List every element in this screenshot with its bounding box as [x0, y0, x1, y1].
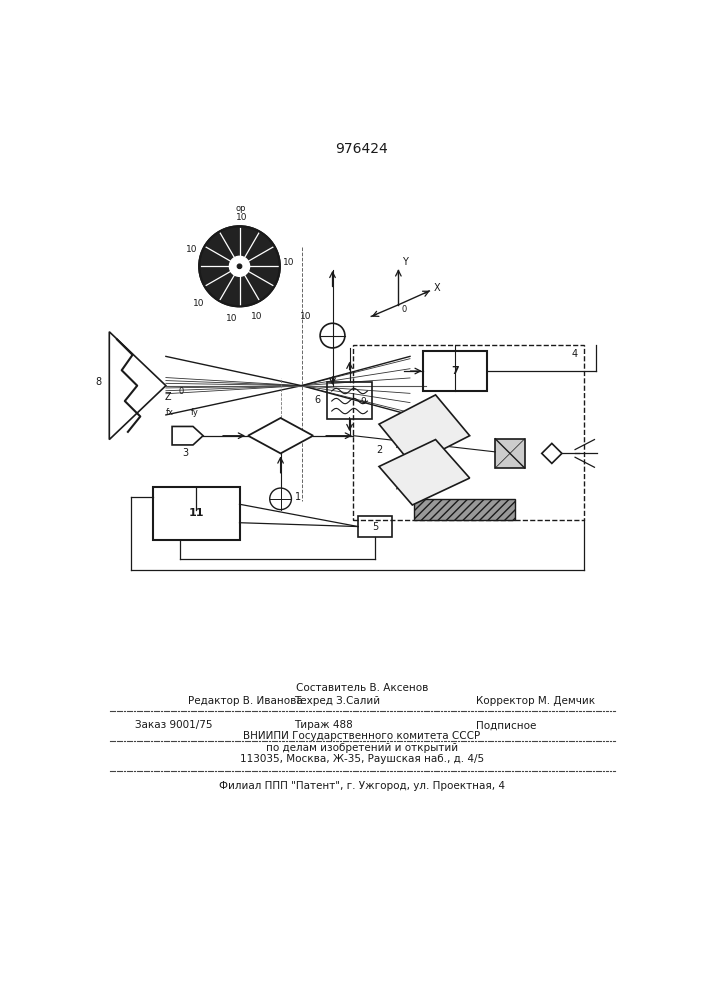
- Circle shape: [237, 264, 242, 269]
- Text: 10: 10: [236, 213, 247, 222]
- Text: 976424: 976424: [336, 142, 388, 156]
- Text: Подписное: Подписное: [476, 720, 536, 730]
- Text: Редактор В. Иванова: Редактор В. Иванова: [187, 696, 303, 706]
- Text: 8: 8: [95, 377, 102, 387]
- Circle shape: [199, 226, 280, 306]
- Bar: [414, 499, 515, 520]
- Bar: [358, 516, 392, 537]
- Text: 10: 10: [283, 258, 294, 267]
- Text: Y: Y: [402, 257, 407, 267]
- Text: по делам изобретений и открытий: по делам изобретений и открытий: [266, 743, 458, 753]
- Text: Заказ 9001/75: Заказ 9001/75: [135, 720, 212, 730]
- Text: 7: 7: [451, 366, 459, 376]
- Text: Z: Z: [165, 392, 172, 402]
- Text: Корректор М. Демчик: Корректор М. Демчик: [476, 696, 595, 706]
- Text: 10: 10: [194, 299, 205, 308]
- Text: 10: 10: [251, 312, 262, 321]
- Polygon shape: [172, 426, 203, 445]
- Text: 9: 9: [361, 397, 366, 406]
- Text: Филиал ППП "Патент", г. Ужгород, ул. Проектная, 4: Филиал ППП "Патент", г. Ужгород, ул. Про…: [219, 781, 505, 791]
- Bar: [354, 345, 585, 520]
- Polygon shape: [379, 440, 469, 505]
- Bar: [495, 439, 525, 468]
- Text: 4: 4: [572, 349, 578, 359]
- Bar: [153, 487, 240, 540]
- Polygon shape: [379, 395, 469, 465]
- Text: ор: ор: [236, 204, 246, 213]
- Text: 1: 1: [295, 492, 300, 502]
- Text: 11: 11: [188, 508, 204, 518]
- Text: X: X: [434, 283, 440, 293]
- Text: fx: fx: [165, 408, 174, 417]
- Text: 10: 10: [226, 314, 238, 323]
- Polygon shape: [542, 443, 562, 463]
- Polygon shape: [248, 418, 313, 453]
- Text: 5: 5: [372, 522, 378, 532]
- Text: 113035, Москва, Ж-35, Раушская наб., д. 4/5: 113035, Москва, Ж-35, Раушская наб., д. …: [240, 754, 484, 764]
- Text: 10: 10: [186, 245, 197, 254]
- Text: fy: fy: [191, 408, 199, 417]
- Text: ВНИИПИ Государственного комитета СССР: ВНИИПИ Государственного комитета СССР: [243, 731, 481, 741]
- Text: 0: 0: [402, 305, 407, 314]
- Text: 2: 2: [376, 445, 382, 455]
- Text: 0: 0: [179, 387, 184, 396]
- Circle shape: [230, 256, 250, 276]
- Bar: [327, 382, 372, 419]
- Text: Составитель В. Аксенов: Составитель В. Аксенов: [296, 683, 428, 693]
- Text: 10: 10: [300, 312, 311, 321]
- Text: 3: 3: [182, 448, 188, 458]
- Text: 6: 6: [315, 395, 321, 405]
- Text: Тираж 488: Тираж 488: [293, 720, 353, 730]
- Bar: [423, 351, 486, 391]
- Text: Техред З.Салий: Техред З.Салий: [293, 696, 380, 706]
